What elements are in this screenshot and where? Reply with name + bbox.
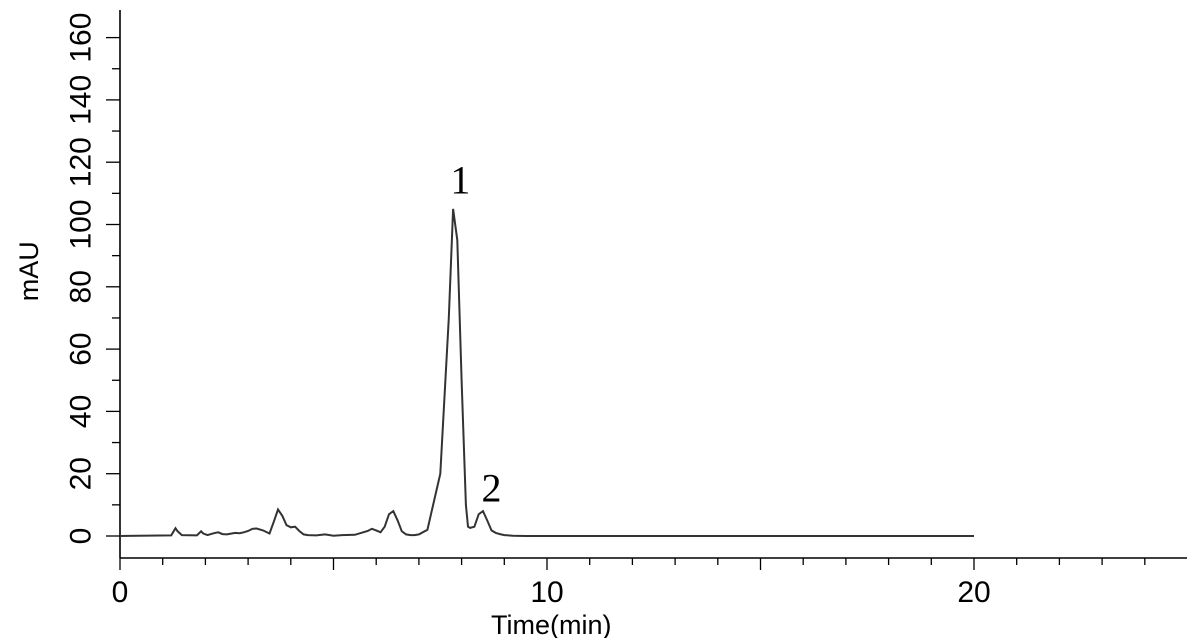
chromatogram-trace bbox=[119, 208, 974, 537]
y-tick-label: 60 bbox=[65, 332, 98, 365]
peak-annotations: 12 bbox=[450, 157, 501, 510]
y-tick-label: 120 bbox=[65, 137, 98, 187]
peak-label: 1 bbox=[450, 157, 470, 202]
y-axis-ticks: 0 20 40 60 80 100 120 140 160 bbox=[65, 13, 120, 545]
y-tick-label: 20 bbox=[65, 457, 98, 490]
axes bbox=[119, 10, 1187, 559]
x-axis-ticks: 0 10 20 bbox=[112, 558, 1146, 609]
y-tick-label: 80 bbox=[65, 270, 98, 303]
peak-label: 2 bbox=[481, 466, 501, 511]
y-tick-label: 40 bbox=[65, 395, 98, 428]
x-tick-label: 10 bbox=[530, 576, 563, 609]
y-tick-label: 0 bbox=[65, 528, 98, 545]
x-tick-label: 20 bbox=[957, 576, 990, 609]
y-tick-label: 160 bbox=[65, 13, 98, 63]
y-axis-title: mAU bbox=[14, 241, 44, 301]
x-tick-label: 0 bbox=[112, 576, 129, 609]
x-axis-title: Time(min) bbox=[491, 610, 612, 638]
y-tick-label: 100 bbox=[65, 199, 98, 249]
y-tick-label: 140 bbox=[65, 75, 98, 125]
